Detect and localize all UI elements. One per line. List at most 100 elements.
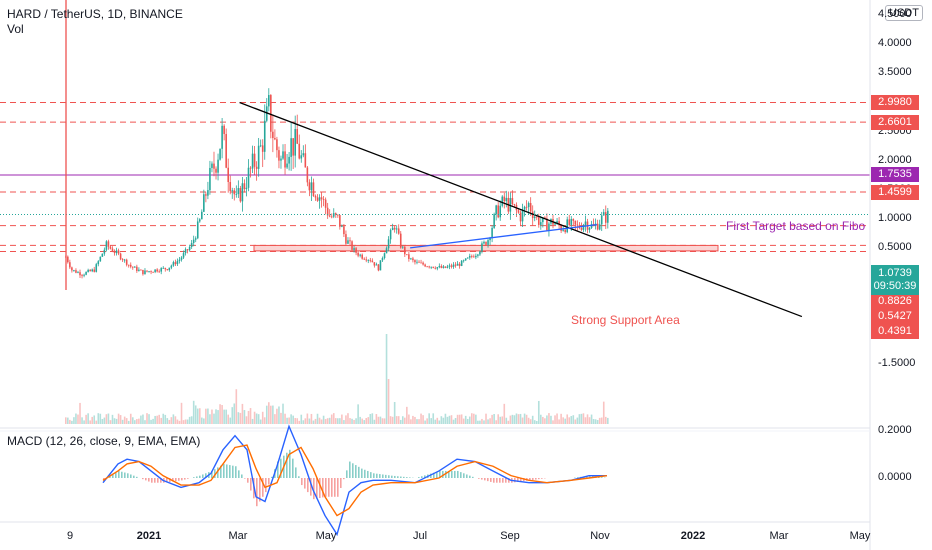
macd-tick-label: 0.2000: [878, 424, 912, 436]
volume-bar: [85, 414, 87, 424]
candle-body: [448, 265, 451, 267]
candle-body: [537, 217, 540, 225]
candle-body: [422, 262, 424, 265]
volume-bar: [337, 418, 339, 424]
volume-bar: [460, 414, 463, 424]
fibo-target-label: First Target based on Fibo: [726, 219, 866, 233]
volume-bar: [192, 400, 195, 424]
candle-body: [434, 267, 437, 269]
volume-bar: [113, 418, 116, 424]
candle-body: [554, 223, 556, 225]
macd-histogram-bar: [196, 476, 198, 478]
candle-body: [134, 266, 136, 268]
macd-histogram-bar: [115, 472, 117, 478]
volume-bar: [282, 403, 284, 424]
macd-histogram-bar: [136, 476, 138, 478]
time-tick-label: 2021: [136, 530, 162, 542]
candle-body: [452, 264, 455, 267]
macd-histogram-bar: [241, 474, 243, 478]
volume-bar: [339, 418, 341, 424]
macd-tick-label: 0.0000: [878, 471, 912, 483]
volume-bar: [105, 414, 108, 424]
candle-body: [188, 247, 191, 251]
price-tick-label: 4.0000: [878, 37, 912, 50]
candle-body: [345, 234, 347, 244]
volume-bar: [584, 417, 587, 424]
volume-bar: [95, 420, 98, 424]
candle-body: [227, 167, 229, 183]
macd-histogram-bar: [193, 477, 195, 478]
macd-histogram-bar: [361, 468, 363, 478]
volume-bar: [509, 415, 512, 424]
macd-histogram-bar: [112, 474, 114, 478]
volume-bars: [65, 334, 609, 424]
volume-bar: [93, 415, 96, 424]
currency-badge[interactable]: USDT: [885, 5, 923, 21]
volume-bar: [373, 419, 376, 424]
candle-body: [245, 187, 248, 190]
time-tick-label: 2022: [680, 530, 706, 542]
macd-histogram-bar: [187, 478, 189, 479]
candle-body: [521, 209, 524, 222]
candle-body: [468, 255, 471, 258]
volume-bar: [367, 417, 370, 424]
candle-body: [296, 129, 299, 144]
candle-body: [477, 254, 479, 256]
volume-bar: [535, 420, 538, 424]
macd-histogram-bar: [145, 478, 147, 481]
candle-body: [276, 139, 278, 151]
price-tick-label: -1.5000: [878, 357, 916, 370]
price-tick-label: 1.0000: [878, 211, 912, 224]
volume-bar: [91, 416, 93, 424]
candle-body: [322, 199, 325, 201]
volume-bar: [477, 420, 479, 424]
volume-bar: [542, 416, 544, 424]
volume-bar: [99, 413, 102, 424]
candle-body: [568, 219, 571, 225]
macd-histogram-bar: [346, 470, 348, 478]
macd-histogram-bar: [451, 470, 453, 478]
candle-body: [148, 271, 150, 273]
volume-bar: [574, 419, 577, 424]
candle-body: [69, 262, 71, 268]
volume-bar: [284, 413, 286, 424]
volume-bar: [347, 413, 349, 424]
candle-body: [192, 239, 195, 243]
candle-body: [556, 221, 558, 224]
volume-bar: [294, 418, 296, 424]
candle-body: [475, 255, 477, 258]
macd-histogram-bar: [532, 478, 534, 480]
volume-bar: [517, 414, 520, 424]
volume-bar: [270, 405, 272, 424]
candle-body: [600, 215, 603, 225]
candle-body: [221, 125, 223, 149]
volume-bar: [302, 420, 305, 424]
macd-histogram-bar: [487, 478, 489, 482]
volume-bar: [144, 420, 146, 424]
time-tick-label: Nov: [590, 530, 610, 542]
volume-bar: [454, 418, 457, 424]
candlesticks: [65, 88, 609, 279]
candle-body: [178, 259, 181, 262]
volume-bar: [280, 412, 282, 424]
volume-bar: [288, 417, 290, 424]
candle-body: [483, 241, 485, 244]
macd-histogram-bar: [433, 472, 435, 478]
candle-body: [247, 167, 250, 188]
candle-body: [127, 264, 130, 266]
macd-histogram-bar: [205, 473, 207, 478]
macd-histogram-bar: [172, 478, 174, 482]
volume-bar: [379, 416, 382, 424]
volume-bar: [129, 413, 132, 424]
volume-bar: [393, 402, 396, 424]
macd-histogram-bar: [436, 471, 438, 478]
volume-bar: [389, 416, 392, 424]
candle-body: [121, 259, 124, 261]
candle-body: [81, 275, 83, 277]
candle-body: [231, 190, 234, 192]
candle-body: [501, 196, 504, 206]
macd-histogram-bar: [124, 472, 126, 478]
volume-bar: [274, 414, 276, 424]
macd-histogram-bar: [370, 472, 372, 478]
volume-bar: [308, 418, 311, 424]
